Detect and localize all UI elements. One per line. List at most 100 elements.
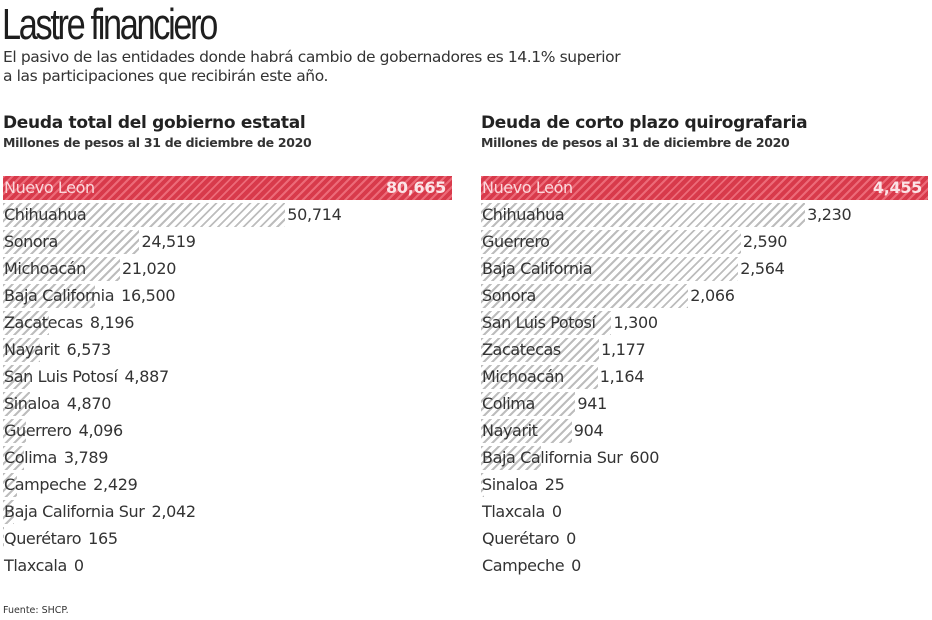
- bar-value: 21,020: [122, 259, 177, 278]
- bar-label: Michoacán: [4, 259, 86, 279]
- bar: [3, 338, 40, 362]
- bar-value: 4,870: [66, 394, 112, 413]
- state-name: Tlaxcala: [4, 556, 67, 575]
- bar-row: Querétaro 0: [481, 526, 928, 553]
- state-name: Zacatecas: [4, 313, 83, 332]
- bar: [481, 446, 542, 470]
- bar-row: Sinaloa 25: [481, 472, 928, 499]
- bar: [481, 203, 806, 227]
- dek-line-2: a las participaciones que recibirán este…: [3, 67, 329, 85]
- bar-value: 1,177: [601, 340, 646, 359]
- bar-list: Nuevo León 80,665 Chihuahua 50,714 Sonora 24,…: [3, 175, 452, 580]
- bar: [3, 203, 286, 227]
- bar-label: Tlaxcala: [482, 502, 545, 522]
- bar-label: Zacatecas: [482, 340, 561, 360]
- state-name: Sonora: [4, 232, 58, 251]
- bar-row: Nayarit 6,573: [3, 337, 452, 364]
- bar-label: Nuevo León: [4, 178, 95, 198]
- bar-value: 2,042: [151, 502, 196, 521]
- bar-row: Tlaxcala 0: [3, 553, 452, 580]
- bar-value: 165: [88, 529, 118, 548]
- bar-row: Zacatecas 1,177: [481, 337, 928, 364]
- state-name: Chihuahua: [482, 205, 565, 224]
- bar: [3, 257, 120, 281]
- bar-value: 3,230: [807, 205, 852, 224]
- state-name: Chihuahua: [4, 205, 87, 224]
- bar-value: 4,096: [78, 421, 124, 440]
- bar-row: Guerrero 4,096: [3, 418, 452, 445]
- state-name: Michoacán: [4, 259, 86, 278]
- bar-label: Sinaloa: [4, 394, 60, 414]
- bar-label: Nayarit: [4, 340, 60, 360]
- state-name: Sonora: [482, 286, 536, 305]
- state-name: Campeche: [4, 475, 87, 494]
- bar-value: 600: [629, 448, 660, 467]
- state-name: San Luis Potosí: [482, 313, 596, 332]
- bar-row: Colima 3,789: [3, 445, 452, 472]
- bar: [481, 392, 576, 416]
- bar-value: 16,500: [121, 286, 176, 305]
- bar-label: Tlaxcala: [4, 556, 67, 576]
- state-name: Nuevo León: [4, 178, 95, 197]
- panel-title: Deuda de corto plazo quirografaria: [481, 113, 808, 133]
- bar: [481, 311, 612, 335]
- bar-label: Nayarit: [482, 421, 538, 441]
- bar-label: Campeche: [482, 556, 565, 576]
- state-name: Sinaloa: [482, 475, 538, 494]
- bar-label: San Luis Potosí: [482, 313, 596, 333]
- bar-label: Guerrero: [4, 421, 72, 441]
- bar-list: Nuevo León 4,455 Chihuahua 3,230 Guerrero 2,5…: [481, 175, 928, 580]
- chart-title: Lastre financiero: [2, 0, 218, 49]
- state-name: San Luis Potosí: [4, 367, 118, 386]
- bar: [3, 176, 452, 200]
- bar-label: Querétaro: [482, 529, 560, 549]
- bar-value: 2,590: [742, 232, 788, 251]
- state-name: Campeche: [482, 556, 565, 575]
- bar-row: Zacatecas 8,196: [3, 310, 452, 337]
- bar-label: Chihuahua: [482, 205, 565, 225]
- bar-label: Sonora: [4, 232, 58, 252]
- state-name: Nuevo León: [482, 178, 573, 197]
- bar-row: San Luis Potosí 1,300: [481, 310, 928, 337]
- bar-row: Sonora 2,066: [481, 283, 928, 310]
- bar: [3, 311, 49, 335]
- bar: [481, 338, 600, 362]
- bar-row: Nuevo León 4,455: [481, 175, 928, 202]
- bar-value: 8,196: [89, 313, 135, 332]
- state-name: Querétaro: [482, 529, 560, 548]
- bar-label: Sonora: [482, 286, 536, 306]
- state-name: Guerrero: [4, 421, 72, 440]
- bar-value: 2,066: [690, 286, 735, 305]
- bar-value: 941: [577, 394, 608, 413]
- bar-value: 80,665: [386, 178, 446, 197]
- bar: [481, 419, 572, 443]
- bar-row: Querétaro 165: [3, 526, 452, 553]
- state-name: Baja California: [4, 286, 115, 305]
- state-name: Zacatecas: [482, 340, 561, 359]
- total-debt-chart: Deuda total del gobierno estatal Millone…: [3, 112, 458, 575]
- short-term-debt-chart: Deuda de corto plazo quirografaria Millo…: [481, 112, 931, 575]
- panel-title: Deuda total del gobierno estatal: [3, 113, 306, 133]
- bar-label: Querétaro: [4, 529, 82, 549]
- state-name: Sinaloa: [4, 394, 60, 413]
- bar-label: Chihuahua: [4, 205, 87, 225]
- state-name: Baja California Sur: [4, 502, 145, 521]
- bar-label: Baja California: [4, 286, 115, 306]
- bar-value: 4,887: [124, 367, 170, 386]
- bar-value: 6,573: [66, 340, 112, 359]
- bar-value: 24,519: [141, 232, 196, 251]
- state-name: Tlaxcala: [482, 502, 545, 521]
- state-name: Colima: [482, 394, 535, 413]
- bar-value: 2,429: [93, 475, 138, 494]
- bar-row: Sonora 24,519: [3, 229, 452, 256]
- state-name: Baja California Sur: [482, 448, 623, 467]
- bar-row: Michoacán 21,020: [3, 256, 452, 283]
- panel-subtitle: Millones de pesos al 31 de diciembre de …: [3, 135, 312, 150]
- bar-row: Campeche 0: [481, 553, 928, 580]
- bar-row: San Luis Potosí 4,887: [3, 364, 452, 391]
- bar-value: 25: [544, 475, 565, 494]
- dek-line-1: El pasivo de las entidades donde habrá c…: [3, 48, 621, 66]
- bar-value: 1,300: [613, 313, 658, 332]
- bar: [3, 230, 140, 254]
- bar-value: 0: [73, 556, 84, 575]
